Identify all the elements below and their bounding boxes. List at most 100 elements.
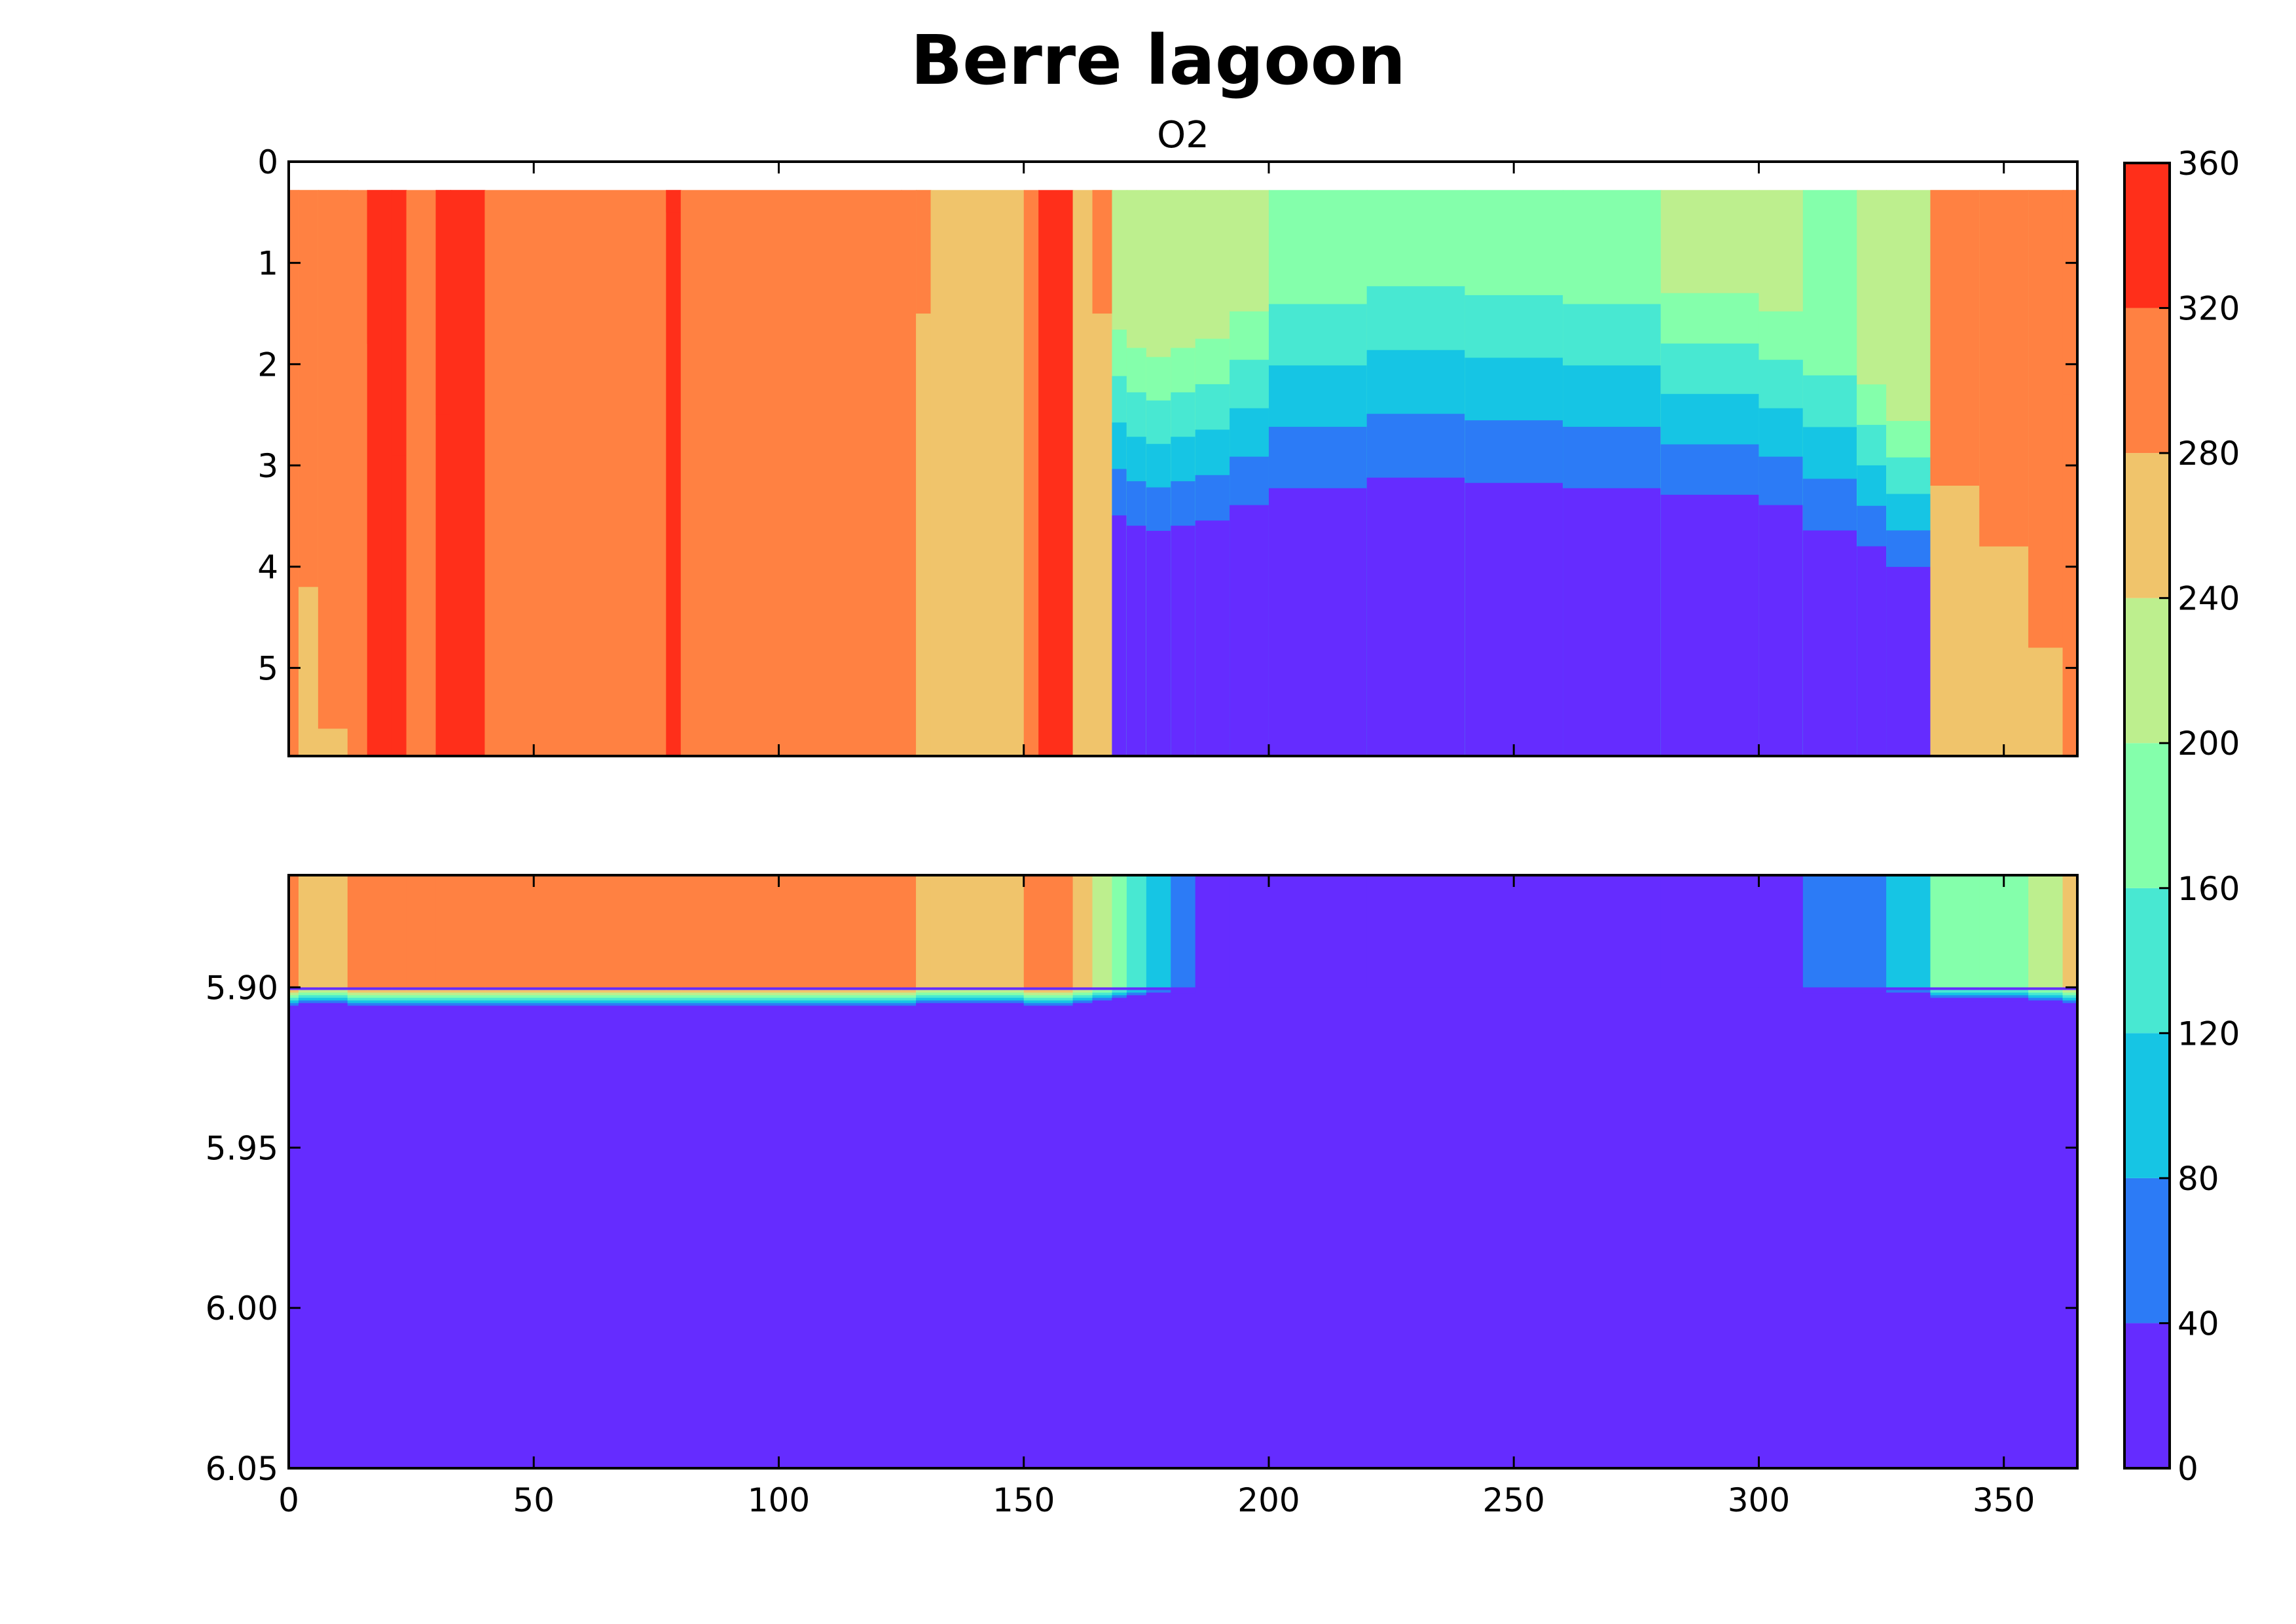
contour-cell <box>1930 995 1980 999</box>
contour-cell <box>347 995 368 999</box>
contour-cell <box>2028 995 2064 999</box>
colorbar-segment <box>2124 1178 2170 1324</box>
contour-cell <box>916 992 932 996</box>
lower-y-tick-label: 5.95 <box>206 1129 278 1167</box>
x-tick-label: 350 <box>1973 1481 2035 1519</box>
contour-cell <box>666 995 682 999</box>
contour-cell <box>1072 990 1093 994</box>
contour-cell <box>298 998 319 1001</box>
contour-cell <box>318 990 348 994</box>
contour-cell <box>1023 1000 1040 1004</box>
contour-cell <box>1465 482 1564 756</box>
contour-cell <box>1126 992 1147 996</box>
colorbar-tick-label: 200 <box>2178 725 2240 763</box>
upper-y-tick-label: 0 <box>257 143 278 181</box>
contour-cell <box>392 1000 407 1004</box>
contour-cell <box>916 190 932 756</box>
contour-cell <box>901 875 917 988</box>
contour-cell <box>347 1000 368 1004</box>
contour-cell <box>1092 990 1113 994</box>
contour-cell <box>1126 526 1147 756</box>
contour-cell <box>1126 875 1147 988</box>
contour-cell <box>1758 505 1804 756</box>
contour-cell <box>916 990 932 994</box>
upper-y-tick-label: 1 <box>257 245 278 283</box>
colorbar-segment <box>2124 1323 2170 1468</box>
contour-cell <box>680 995 902 999</box>
contour-cell <box>1038 190 1074 756</box>
contour-cell <box>1112 998 1127 1001</box>
contour-cell <box>1930 998 1980 1001</box>
contour-cell <box>484 998 667 1001</box>
contour-cell <box>406 1000 437 1004</box>
colorbar-tick-label: 360 <box>2178 145 2240 183</box>
contour-cell <box>1072 190 1093 756</box>
contour-cell <box>901 1005 917 1009</box>
contour-cell <box>435 992 452 996</box>
contour-cell <box>901 990 917 994</box>
contour-cell <box>435 1005 452 1009</box>
colorbar-segment <box>2124 163 2170 308</box>
contour-cell <box>450 1000 486 1004</box>
contour-cell <box>289 875 299 988</box>
contour-cell <box>1758 875 1804 988</box>
contour-cell <box>1092 190 1113 314</box>
contour-cell <box>1072 992 1093 996</box>
contour-cell <box>1072 995 1093 999</box>
contour-cell <box>1072 1000 1093 1004</box>
upper-y-tick-label: 2 <box>257 346 278 384</box>
lower-y-tick-label: 6.00 <box>206 1290 278 1327</box>
colorbar-segment <box>2124 453 2170 598</box>
contour-cell <box>666 1000 682 1004</box>
contour-cell <box>450 190 486 344</box>
contour-cell <box>2062 875 2077 988</box>
contour-cell <box>1023 995 1040 999</box>
contour-cell <box>1092 1000 1113 1004</box>
contour-cell <box>1930 190 1980 486</box>
contour-cell <box>347 190 368 756</box>
lower-panel: 5.90 5.95 6.00 6.050 50 100 150 200 250 300 350 <box>206 874 2079 1519</box>
contour-cell <box>1038 875 1074 988</box>
contour-cell <box>2028 875 2064 988</box>
contour-cell <box>318 1003 348 1007</box>
colorbar-tick-label: 240 <box>2178 580 2240 618</box>
contour-cell <box>435 998 452 1001</box>
contour-cell <box>901 1000 917 1004</box>
contour-cell <box>680 1000 902 1004</box>
contour-cell <box>347 992 368 996</box>
x-tick-label: 150 <box>993 1481 1055 1519</box>
contour-cell <box>318 998 348 1001</box>
upper-y-tick-label: 5 <box>257 649 278 687</box>
contour-cell <box>406 1005 437 1009</box>
colorbar-tick-label: 320 <box>2178 290 2240 328</box>
contour-cell <box>916 1000 932 1004</box>
contour-cell <box>1146 990 1172 994</box>
upper-y-tick-label: 4 <box>257 549 278 586</box>
contour-cell <box>1886 990 1931 994</box>
contour-cell <box>916 1003 932 1007</box>
contour-cell <box>2028 998 2064 1001</box>
contour-cell <box>1268 875 1368 988</box>
contour-cell <box>406 190 437 756</box>
x-tick-label: 300 <box>1728 1481 1790 1519</box>
contour-cell <box>1366 875 1466 988</box>
contour-cell <box>450 992 486 996</box>
contour-cell <box>484 995 667 999</box>
contour-cell <box>666 1005 682 1009</box>
contour-cell <box>318 1000 348 1004</box>
contour-cell <box>392 995 407 999</box>
x-tick-label: 100 <box>748 1481 810 1519</box>
lower-y-tick-label: 6.05 <box>206 1450 278 1488</box>
contour-cell <box>1038 995 1074 999</box>
contour-cell <box>1886 567 1931 756</box>
contour-cell <box>1930 990 1980 994</box>
colorbar-tick-label: 80 <box>2178 1160 2219 1198</box>
contour-cell <box>680 1005 902 1009</box>
contour-cell <box>1023 190 1040 756</box>
contour-cell <box>435 190 452 415</box>
contour-cell <box>298 190 319 587</box>
contour-cell <box>680 190 902 756</box>
contour-cell <box>392 1005 407 1009</box>
contour-cell <box>666 190 682 756</box>
